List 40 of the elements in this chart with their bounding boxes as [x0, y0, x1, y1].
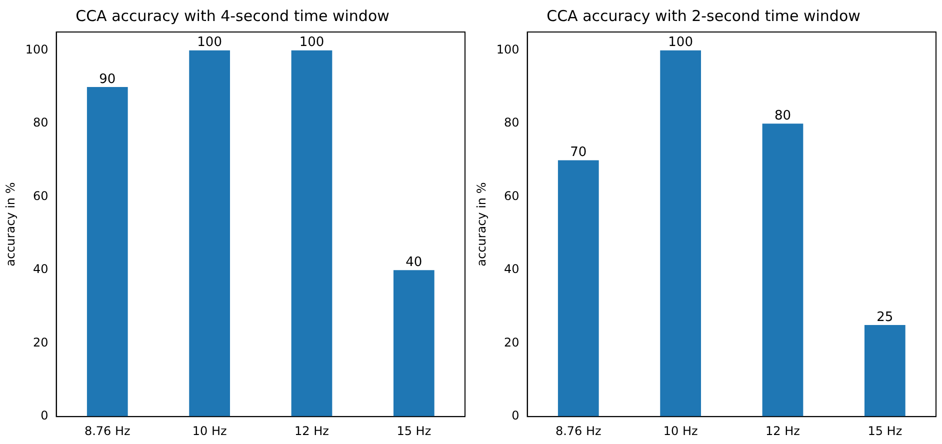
y-tick-label: 100 — [25, 42, 48, 56]
x-tick-label: 10 Hz — [192, 424, 227, 438]
x-tick-label: 8.76 Hz — [84, 424, 130, 438]
data-label: 25 — [876, 310, 894, 325]
y-tick-label: 40 — [504, 262, 520, 276]
y-tick-label: 60 — [33, 188, 48, 203]
x-tick-label: 10 Hz — [663, 424, 698, 438]
bar — [291, 50, 332, 417]
y-tick-label: 100 — [496, 42, 520, 56]
x-tick-label: 15 Hz — [868, 424, 902, 438]
bar — [558, 160, 599, 417]
data-label: 90 — [99, 72, 116, 87]
chart-title: CCA accuracy with 4-second time window — [76, 6, 390, 25]
x-tick-label: 12 Hz — [766, 424, 800, 438]
data-label: 80 — [774, 108, 792, 124]
bar — [660, 50, 701, 417]
data-label: 100 — [299, 35, 324, 50]
bar — [864, 325, 906, 417]
y-tick-label: 20 — [504, 335, 520, 350]
y-tick-label: 40 — [33, 262, 48, 276]
y-tick-label: 0 — [512, 408, 520, 423]
bar — [86, 86, 128, 417]
data-label: 100 — [197, 35, 222, 50]
data-label: 40 — [406, 254, 422, 270]
y-tick-label: 60 — [504, 188, 520, 203]
y-axis-title: accuracy in % — [474, 182, 488, 266]
bar — [189, 50, 230, 417]
x-tick-label: 15 Hz — [396, 424, 432, 438]
data-label: 100 — [668, 35, 693, 50]
x-tick-label: 12 Hz — [294, 424, 329, 438]
y-tick-label: 20 — [33, 335, 48, 350]
chart-title: CCA accuracy with 2-second time window — [546, 6, 860, 25]
y-tick-label: 80 — [504, 116, 520, 130]
data-label: 70 — [570, 145, 587, 160]
bar — [393, 270, 434, 417]
bar — [762, 124, 804, 417]
y-axis-title: accuracy in % — [3, 182, 18, 266]
y-tick-label: 80 — [33, 116, 48, 130]
x-tick-label: 8.76 Hz — [555, 424, 602, 438]
y-tick-label: 0 — [40, 408, 48, 423]
